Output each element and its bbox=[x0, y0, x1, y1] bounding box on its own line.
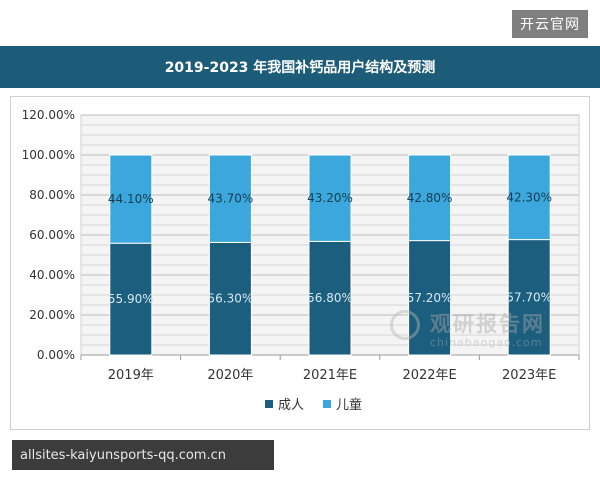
x-tick-label: 2019年 bbox=[108, 368, 154, 383]
footer-url[interactable]: allsites-kaiyunsports-qq.com.cn bbox=[12, 440, 274, 470]
y-tick-label: 100.00% bbox=[22, 148, 75, 162]
legend-label-adult: 成人 bbox=[278, 398, 304, 413]
data-label-adult: 56.30% bbox=[208, 292, 254, 306]
bar-child bbox=[109, 154, 153, 244]
legend-label-child: 儿童 bbox=[336, 397, 362, 413]
bar-adult bbox=[507, 239, 551, 356]
data-label-adult: 57.20% bbox=[407, 291, 453, 305]
legend-swatch-adult bbox=[265, 400, 273, 408]
y-tick-label: 20.00% bbox=[29, 308, 75, 322]
watermark: 观研报告网 chinabaogao.com bbox=[390, 306, 570, 352]
y-tick-label: 40.00% bbox=[29, 268, 75, 282]
bar-adult bbox=[208, 241, 252, 356]
bar-child bbox=[408, 154, 452, 242]
bar-adult bbox=[109, 242, 153, 356]
legend-swatch-child bbox=[323, 400, 331, 408]
data-label-adult: 55.90% bbox=[108, 292, 154, 306]
x-tick-label: 2021年E bbox=[303, 368, 357, 383]
data-label-child: 44.10% bbox=[108, 192, 154, 206]
x-tick-label: 2023年E bbox=[502, 368, 556, 383]
data-label-child: 42.80% bbox=[407, 191, 453, 205]
y-tick-label: 80.00% bbox=[29, 188, 75, 202]
bar-child bbox=[208, 154, 252, 243]
data-label-adult: 57.70% bbox=[506, 290, 552, 304]
x-tick-label: 2020年 bbox=[207, 368, 253, 383]
watermark-domain: chinabaogao.com bbox=[430, 336, 543, 349]
y-tick-label: 120.00% bbox=[22, 108, 75, 122]
data-label-child: 43.20% bbox=[307, 191, 353, 205]
watermark-text: 观研报告网 bbox=[430, 312, 545, 336]
bar-adult bbox=[308, 240, 352, 356]
data-label-child: 43.70% bbox=[208, 192, 254, 206]
top-strip: 开云官网 bbox=[0, 0, 600, 46]
y-tick-label: 0.00% bbox=[37, 348, 75, 362]
data-label-adult: 56.80% bbox=[307, 291, 353, 305]
chart-title: 2019-2023 年我国补钙品用户结构及预测 bbox=[0, 46, 600, 88]
x-tick-label: 2022年E bbox=[402, 368, 456, 383]
bar-child bbox=[507, 154, 551, 241]
watermark-logo-icon bbox=[390, 310, 420, 340]
brand-badge[interactable]: 开云官网 bbox=[512, 10, 588, 38]
chart-area: 0.00% 20.00% 40.00% 60.00% 80.00% 100.00% 120.… bbox=[10, 96, 590, 430]
data-label-child: 42.30% bbox=[506, 190, 552, 204]
stacked-bar-chart: 0.00% 20.00% 40.00% 60.00% 80.00% 100.00% 120.… bbox=[22, 108, 580, 413]
bar-child bbox=[308, 154, 352, 242]
y-tick-label: 60.00% bbox=[29, 228, 75, 242]
